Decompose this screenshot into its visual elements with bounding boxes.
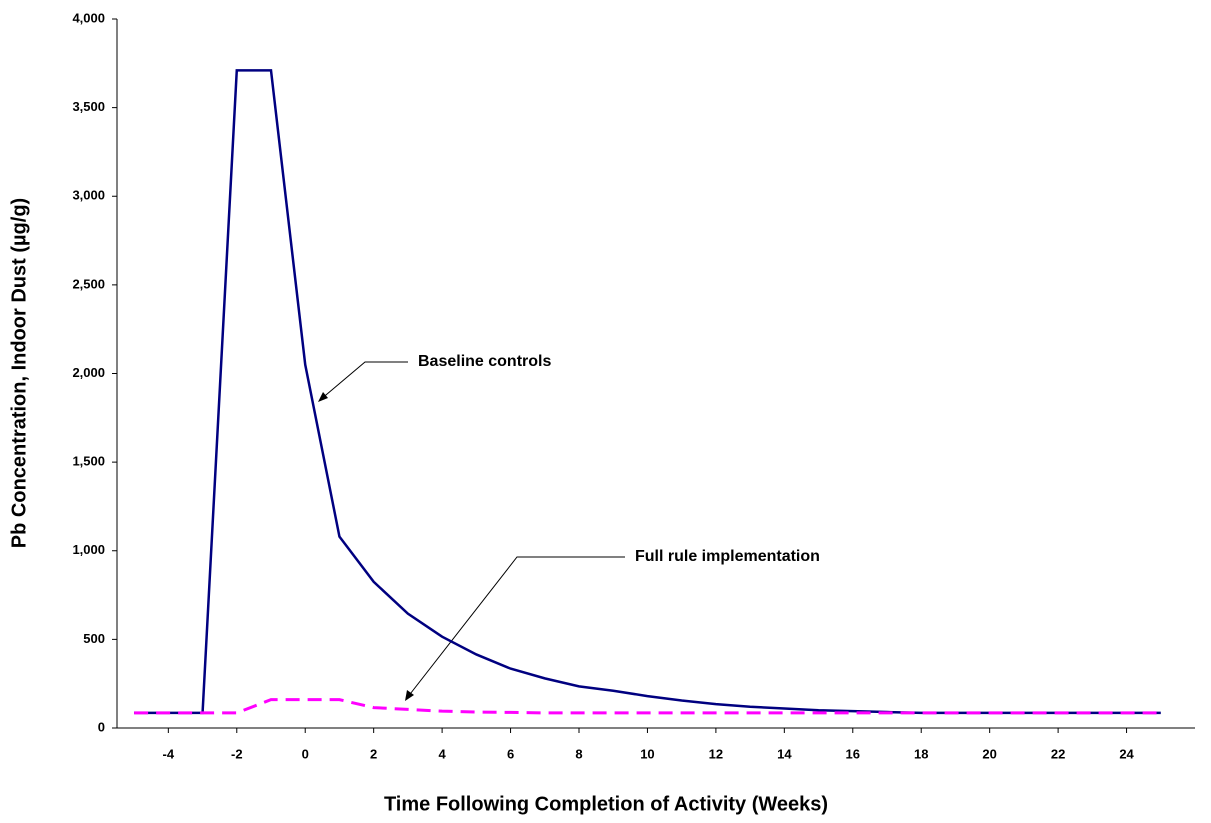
y-tick-label: 0 — [98, 719, 105, 734]
series-line — [134, 698, 1161, 715]
series-line — [134, 69, 1161, 715]
annotation: Full rule implementation — [635, 548, 820, 565]
x-tick-label: -4 — [163, 746, 175, 761]
x-tick-label: 6 — [507, 746, 514, 761]
x-tick-label: 24 — [1119, 746, 1134, 761]
x-tick-label: 4 — [438, 746, 446, 761]
arrow-head — [318, 392, 328, 402]
y-tick-label: 1,000 — [72, 542, 105, 557]
x-tick-label: 8 — [575, 746, 582, 761]
x-tick-label: 22 — [1051, 746, 1065, 761]
x-tick-label: 14 — [777, 746, 792, 761]
x-tick-label: 16 — [846, 746, 860, 761]
y-tick-label: 1,500 — [72, 454, 105, 469]
y-tick-label: 2,500 — [72, 276, 105, 291]
x-tick-label: 12 — [709, 746, 723, 761]
x-tick-label: 18 — [914, 746, 928, 761]
y-tick-label: 3,500 — [72, 99, 105, 114]
x-tick-label: 20 — [982, 746, 996, 761]
x-axis-title: Time Following Completion of Activity (W… — [384, 793, 828, 815]
y-axis-title: Pb Concentration, Indoor Dust (µg/g) — [8, 198, 30, 548]
x-tick-label: 0 — [302, 746, 309, 761]
y-tick-label: 4,000 — [72, 10, 105, 25]
arrow-head — [405, 690, 414, 701]
x-tick-label: 2 — [370, 746, 377, 761]
annotation-arrow — [406, 556, 625, 699]
x-tick-label: -2 — [231, 746, 243, 761]
annotation-arrow — [319, 361, 408, 401]
y-tick-label: 3,000 — [72, 188, 105, 203]
y-tick-label: 500 — [83, 631, 105, 646]
annotation: Baseline controls — [418, 353, 551, 370]
x-tick-label: 10 — [640, 746, 654, 761]
y-tick-label: 2,000 — [72, 365, 105, 380]
